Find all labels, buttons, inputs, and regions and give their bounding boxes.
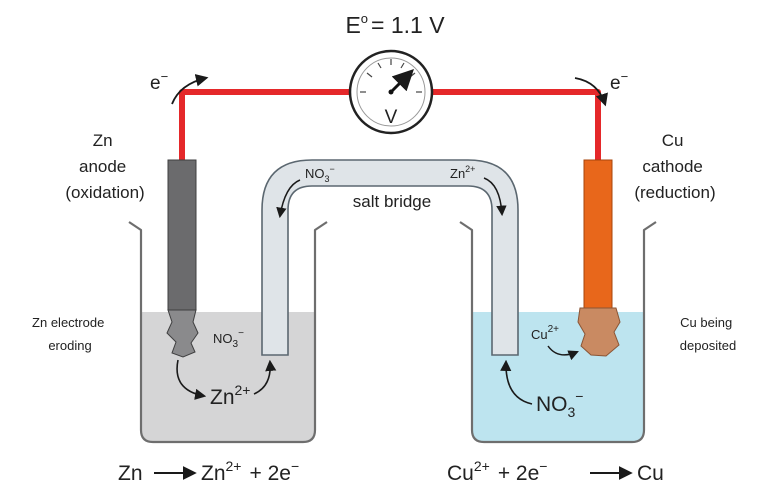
right-copper-ion: Cu2+ <box>531 324 559 342</box>
zinc-ion-arrow-in <box>176 359 207 400</box>
cathode-equation: Cu2+ + 2e− Cu <box>447 458 664 485</box>
right-nitrate-ion: NO3− <box>536 388 583 420</box>
bridge-arrow-right <box>483 177 507 217</box>
salt-bridge-tube <box>261 159 519 356</box>
copper-electrode <box>583 159 613 311</box>
right-beaker <box>459 221 657 444</box>
bridge-zinc-ion: Zn2+ <box>450 164 475 181</box>
svg-text:Cu2++ 2e−: Cu2+ + 2e− <box>447 458 547 485</box>
zinc-ion-arrow-out <box>253 359 277 395</box>
electron-label-left: e− <box>150 69 168 94</box>
svg-text:Cu: Cu <box>637 462 664 485</box>
electron-arrow-left <box>171 74 209 105</box>
copper-deposit <box>577 307 621 357</box>
left-nitrate-ion: NO3− <box>213 328 244 350</box>
copper-deposited-note: Cu being deposited <box>680 315 736 353</box>
anode-label: Zn anode (oxidation) <box>65 131 144 202</box>
cell-potential-label: Eo = 1.1 V <box>345 11 445 38</box>
salt-bridge-label: salt bridge <box>353 192 431 211</box>
zinc-eroding-note: Zn electrode eroding <box>32 315 108 353</box>
voltmeter-symbol: V <box>385 107 398 128</box>
left-zinc-ion: Zn2+ <box>210 382 250 409</box>
left-beaker <box>128 221 328 444</box>
zinc-eroded-tip <box>166 309 199 358</box>
bridge-nitrate-ion: NO3− <box>305 164 335 184</box>
electron-label-right: e− <box>610 69 628 94</box>
svg-text:Zn: Zn <box>118 462 143 485</box>
electron-arrow-right <box>574 77 608 107</box>
voltmeter <box>348 49 434 135</box>
nitrate-arrow-up <box>500 359 533 405</box>
svg-text:Zn2++ 2e−: Zn2+ + 2e− <box>201 458 299 485</box>
bridge-arrow-left <box>276 179 301 219</box>
cathode-label: Cu cathode (reduction) <box>634 131 715 202</box>
copper-ion-arrow <box>547 345 579 361</box>
anode-equation: Zn Zn2+ + 2e− <box>118 458 299 485</box>
voltmeter-needle <box>389 69 414 94</box>
zinc-electrode <box>167 159 197 311</box>
